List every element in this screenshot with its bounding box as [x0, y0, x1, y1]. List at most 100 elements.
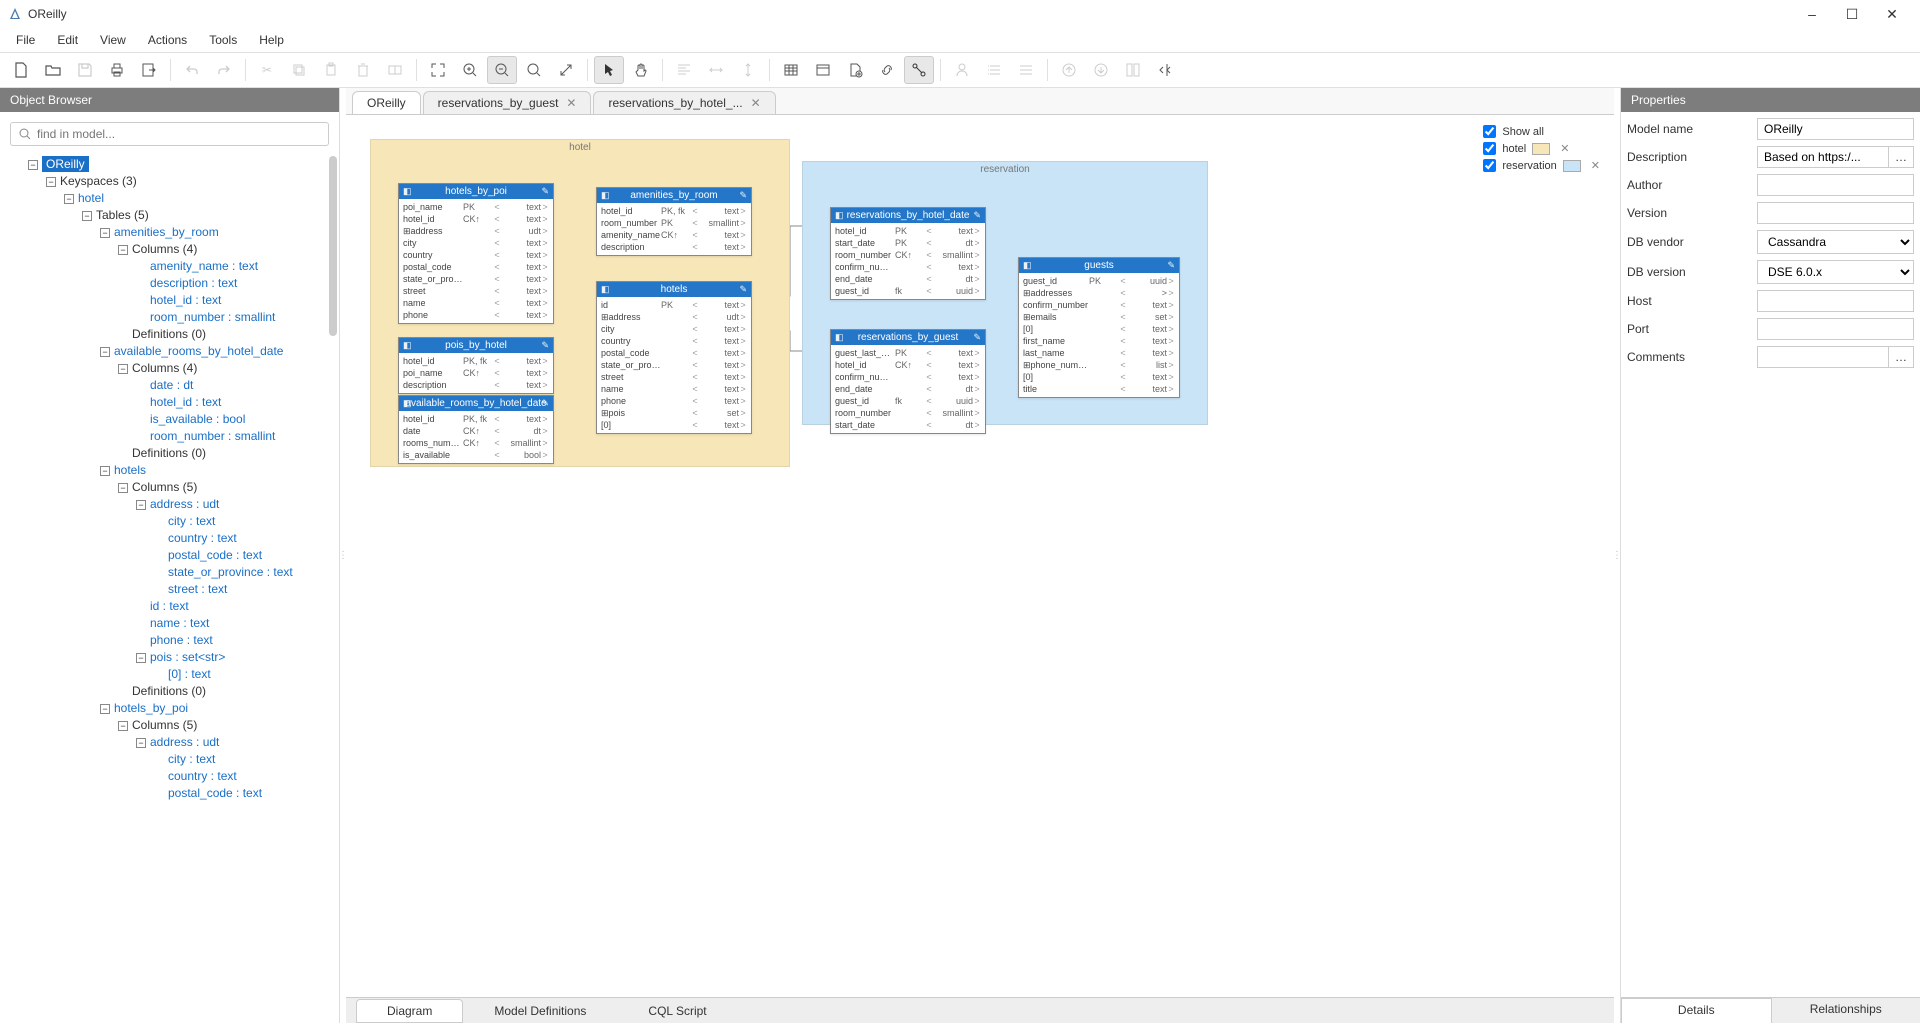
tree-view[interactable]: −OReilly−Keyspaces (3)−hotel−Tables (5)−…	[0, 156, 339, 1023]
window-close-button[interactable]: ✕	[1872, 0, 1912, 28]
tree-item[interactable]: Columns (5)	[132, 480, 197, 494]
entity-header[interactable]: ◧reservations_by_guest✎	[831, 330, 985, 345]
entity-pois-by-hotel[interactable]: ◧pois_by_hotel✎hotel_idPK, fk<text>poi_n…	[398, 337, 554, 394]
entity-column[interactable]: state_or_province<text>	[597, 359, 751, 371]
tree-item[interactable]: address : udt	[150, 735, 219, 749]
entity-header[interactable]: ◧guests✎	[1019, 258, 1179, 273]
tree-item[interactable]: pois : set<str>	[150, 650, 225, 664]
hand-tool-button[interactable]	[626, 56, 656, 84]
search-input[interactable]	[37, 127, 320, 141]
tree-toggle[interactable]: −	[28, 160, 38, 170]
entity-column[interactable]: description<text>	[597, 241, 751, 253]
menu-file[interactable]: File	[6, 29, 45, 51]
property-more-button[interactable]: …	[1889, 146, 1914, 168]
legend-checkbox[interactable]	[1483, 125, 1496, 138]
entity-column[interactable]: confirm_number<text>	[831, 371, 985, 383]
entity-edit-icon[interactable]: ✎	[739, 190, 747, 201]
tree-toggle[interactable]: −	[82, 211, 92, 221]
tree-toggle[interactable]: −	[100, 466, 110, 476]
pointer-tool-button[interactable]	[594, 56, 624, 84]
cut-button[interactable]: ✂	[252, 56, 282, 84]
entity-header[interactable]: ◧reservations_by_hotel_date✎	[831, 208, 985, 223]
tree-item[interactable]: city : text	[168, 752, 215, 766]
entity-column[interactable]: description<text>	[399, 379, 553, 391]
align-left-button[interactable]	[669, 56, 699, 84]
window-minimize-button[interactable]: –	[1792, 0, 1832, 28]
tree-root-item[interactable]: OReilly	[42, 156, 89, 172]
entity-column[interactable]: [0]<text>	[1019, 371, 1179, 383]
menu-actions[interactable]: Actions	[138, 29, 197, 51]
tree-item[interactable]: available_rooms_by_hotel_date	[114, 344, 283, 358]
entity-column[interactable]: phone<text>	[399, 309, 553, 321]
entity-edit-icon[interactable]: ✎	[541, 186, 549, 197]
tree-toggle[interactable]: −	[100, 228, 110, 238]
entity-column[interactable]: last_name<text>	[1019, 347, 1179, 359]
tree-item[interactable]: Tables (5)	[96, 208, 149, 222]
entity-column[interactable]: street<text>	[399, 285, 553, 297]
legend-remove-icon[interactable]: ✕	[1591, 159, 1600, 172]
entity-column[interactable]: city<text>	[597, 323, 751, 335]
tree-toggle[interactable]: −	[118, 245, 128, 255]
entity-column[interactable]: guest_idfk<uuid>	[831, 395, 985, 407]
entity-edit-icon[interactable]: ✎	[739, 284, 747, 295]
entity-column[interactable]: first_name<text>	[1019, 335, 1179, 347]
tree-item[interactable]: id : text	[150, 599, 189, 613]
entity-column[interactable]: start_date<dt>	[831, 419, 985, 431]
entity-column[interactable]: country<text>	[399, 249, 553, 261]
entity-column[interactable]: [0]<text>	[1019, 323, 1179, 335]
property-more-button[interactable]: …	[1889, 346, 1914, 368]
window-maximize-button[interactable]: ☐	[1832, 0, 1872, 28]
object-browser-search[interactable]	[10, 122, 329, 146]
entity-column[interactable]: country<text>	[597, 335, 751, 347]
entity-available-rooms-by-hotel-date[interactable]: ◧available_rooms_by_hotel_date✎hotel_idP…	[398, 395, 554, 464]
delete-button[interactable]	[348, 56, 378, 84]
print-button[interactable]	[102, 56, 132, 84]
tree-item[interactable]: city : text	[168, 514, 215, 528]
tree-item[interactable]: hotels	[114, 463, 146, 477]
entity-column[interactable]: ⊞pois<set>	[597, 407, 751, 419]
tree-item[interactable]: hotel	[78, 191, 104, 205]
menu-tools[interactable]: Tools	[199, 29, 247, 51]
list2-button[interactable]	[1011, 56, 1041, 84]
property-input[interactable]	[1757, 290, 1914, 312]
add-document-button[interactable]	[840, 56, 870, 84]
legend-checkbox[interactable]	[1483, 142, 1496, 155]
menu-help[interactable]: Help	[249, 29, 294, 51]
entity-column[interactable]: confirm_number<text>	[1019, 299, 1179, 311]
editor-tab[interactable]: reservations_by_guest✕	[423, 91, 592, 114]
property-input[interactable]	[1757, 146, 1889, 168]
tree-toggle[interactable]: −	[136, 653, 146, 663]
distribute-h-button[interactable]	[701, 56, 731, 84]
add-relation-button[interactable]	[904, 56, 934, 84]
entity-header[interactable]: ◧available_rooms_by_hotel_date✎	[399, 396, 553, 411]
entity-column[interactable]: room_numberCK↑<smallint>	[831, 249, 985, 261]
property-input[interactable]	[1757, 118, 1914, 140]
entity-column[interactable]: start_datePK<dt>	[831, 237, 985, 249]
tree-toggle[interactable]: −	[100, 347, 110, 357]
tree-item[interactable]: Columns (4)	[132, 361, 197, 375]
entity-column[interactable]: room_number<smallint>	[831, 407, 985, 419]
distribute-v-button[interactable]	[733, 56, 763, 84]
entity-column[interactable]: ⊞address<udt>	[399, 225, 553, 237]
add-container-button[interactable]	[808, 56, 838, 84]
editor-tab[interactable]: reservations_by_hotel_...✕	[593, 91, 775, 114]
properties-tab-relationships[interactable]: Relationships	[1772, 998, 1920, 1023]
open-file-button[interactable]	[38, 56, 68, 84]
tree-item[interactable]: Keyspaces (3)	[60, 174, 137, 188]
tree-item[interactable]: Columns (4)	[132, 242, 197, 256]
entity-column[interactable]: street<text>	[597, 371, 751, 383]
tree-item[interactable]: is_available : bool	[150, 412, 245, 426]
entity-header[interactable]: ◧pois_by_hotel✎	[399, 338, 553, 353]
copy-button[interactable]	[284, 56, 314, 84]
entity-column[interactable]: state_or_province<text>	[399, 273, 553, 285]
property-input[interactable]	[1757, 174, 1914, 196]
tree-toggle[interactable]: −	[100, 704, 110, 714]
tree-item[interactable]: date : dt	[150, 378, 193, 392]
entity-column[interactable]: end_date<dt>	[831, 273, 985, 285]
entity-column[interactable]: title<text>	[1019, 383, 1179, 395]
entity-column[interactable]: amenity_nameCK↑<text>	[597, 229, 751, 241]
bottom-tab-model-definitions[interactable]: Model Definitions	[463, 999, 617, 1023]
entity-column[interactable]: hotel_idCK↑<text>	[399, 213, 553, 225]
tree-item[interactable]: Columns (5)	[132, 718, 197, 732]
tree-item[interactable]: description : text	[150, 276, 237, 290]
